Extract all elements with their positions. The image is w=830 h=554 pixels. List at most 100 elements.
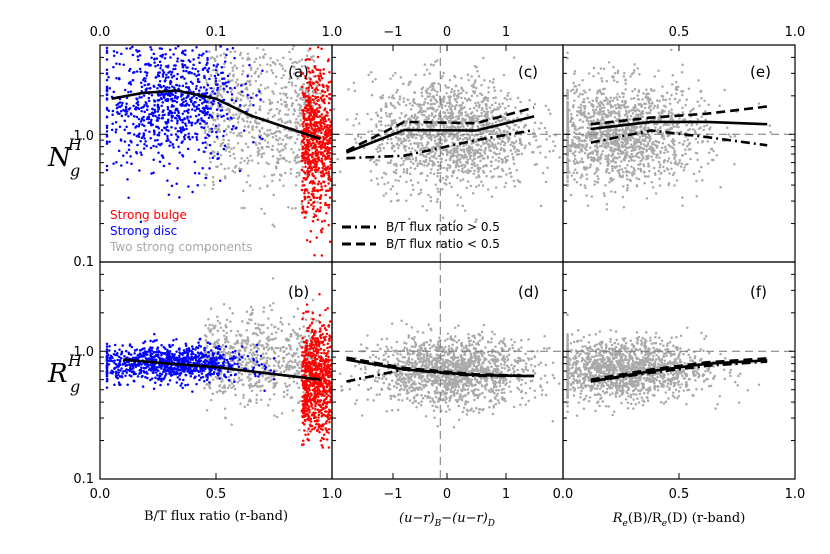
scatter-point [222,134,225,138]
scatter-point [127,90,130,94]
scatter-point [267,145,270,149]
scatter-point [287,205,290,209]
scatter-point [282,360,285,363]
scatter-point [305,239,309,242]
scatter-point [233,171,237,174]
scatter-point [218,179,222,183]
scatter-point [180,131,183,134]
scatter-point [234,373,237,376]
scatter-point [503,144,506,147]
scatter-point [185,103,188,107]
scatter-point [116,351,119,355]
scatter-point [269,101,273,104]
scatter-point [288,77,291,81]
scatter-point [189,100,193,104]
scatter-point [187,86,190,89]
scatter-point [170,70,174,74]
scatter-point [203,386,206,390]
scatter-point [270,108,273,111]
scatter-point [300,159,304,163]
scatter-point [286,113,290,116]
scatter-point [197,370,200,373]
scatter-point [283,128,286,131]
scatter-point [322,343,325,346]
scatter-point [105,164,109,168]
scatter-point [315,68,318,71]
scatter-point [171,343,174,347]
scatter-point [197,56,200,60]
scatter-point [307,419,311,422]
scatter-point [375,123,378,126]
scatter-point [293,360,297,363]
scatter-point [215,108,219,111]
scatter-point [249,66,253,69]
scatter-point [318,83,321,87]
scatter-point [215,135,219,139]
scatter-point [238,103,242,107]
scatter-point [280,103,283,106]
scatter-point [233,166,237,169]
scatter-point [207,326,210,330]
scatter-point [318,106,322,109]
scatter-point [327,170,330,174]
scatter-point [160,142,163,145]
scatter-point [494,96,497,99]
scatter-point [211,324,214,327]
scatter-point [162,71,166,74]
scatter-point [254,382,258,385]
scatter-point [267,376,271,379]
scatter-point [301,205,305,208]
scatter-point [262,306,266,309]
scatter-point [298,366,301,370]
scatter-point [139,70,142,74]
scatter-point [301,403,305,407]
scatter-point [271,148,274,152]
scatter-point [153,339,157,342]
scatter-point [149,146,153,150]
scatter-point [271,71,275,75]
scatter-point [314,102,318,106]
scatter-point [177,110,180,113]
scatter-point [161,377,164,381]
scatter-point [252,357,255,361]
scatter-point [293,89,297,93]
scatter-point [284,142,288,146]
scatter-point [140,369,143,373]
scatter-point [315,351,319,355]
scatter-point [129,90,133,93]
scatter-point [256,360,259,363]
scatter-point [304,358,308,362]
scatter-point [120,104,124,107]
scatter-point [189,98,192,101]
scatter-point [184,374,188,377]
scatter-point [315,429,319,432]
scatter-point [305,409,309,412]
scatter-point [310,322,314,325]
scatter-point [158,60,162,64]
scatter-point [252,141,255,144]
scatter-point [146,83,150,86]
scatter-point [229,351,232,355]
scatter-point [218,322,222,325]
scatter-point [164,79,167,82]
scatter-point [168,372,171,376]
scatter-point [247,174,250,177]
scatter-point [205,173,208,177]
scatter-point [246,354,250,358]
scatter-point [316,99,319,102]
scatter-point [203,92,206,95]
scatter-point [296,307,300,310]
scatter-point [300,379,304,382]
scatter-point [232,116,236,120]
scatter-point [528,99,531,102]
scatter-point [378,143,381,147]
scatter-point [237,91,240,95]
scatter-point [169,79,172,83]
scatter-point [247,125,250,129]
scatter-point [327,174,330,177]
scatter-point [305,189,309,192]
scatter-point [232,131,235,135]
scatter-point [277,143,280,146]
scatter-point [149,339,152,343]
scatter-point [207,67,211,70]
